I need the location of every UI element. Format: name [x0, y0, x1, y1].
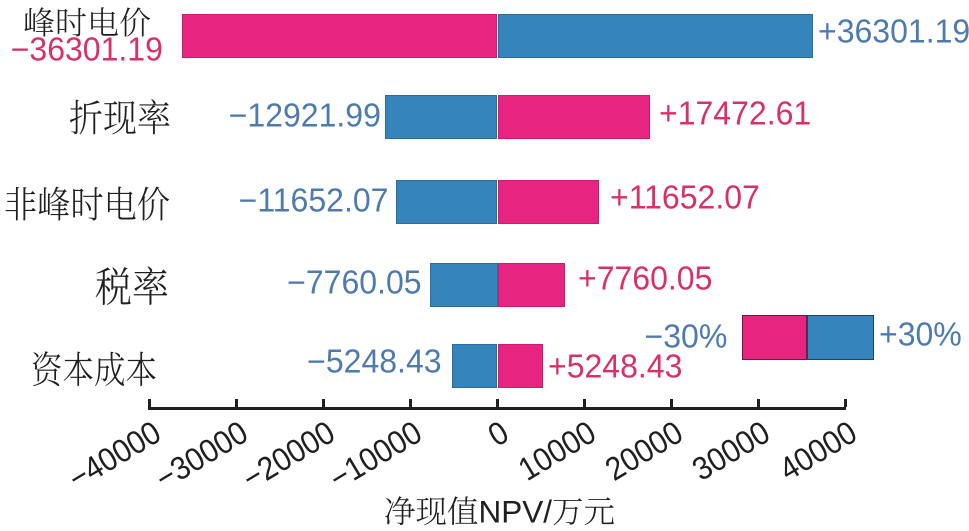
svg-text:NPV/: NPV/ [478, 495, 552, 530]
